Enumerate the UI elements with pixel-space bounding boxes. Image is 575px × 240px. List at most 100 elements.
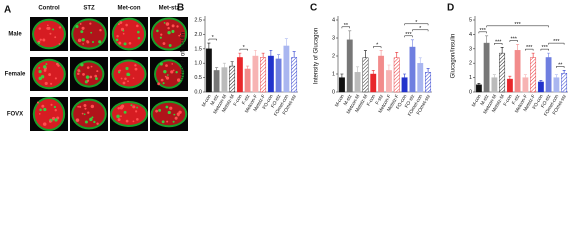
islet-beta xyxy=(75,62,103,86)
bar xyxy=(393,57,400,93)
cell-dot xyxy=(166,120,169,123)
cell-dot xyxy=(132,77,135,79)
significance-bracket xyxy=(412,29,429,32)
significance-bracket xyxy=(556,66,565,68)
y-tick-label: 0.0 xyxy=(194,89,202,95)
cell-dot xyxy=(125,119,129,123)
cell-dot xyxy=(38,113,41,115)
x-tick-label: F-con xyxy=(502,93,513,107)
error-bar xyxy=(410,39,414,47)
cell-dot xyxy=(134,67,138,71)
error-bar xyxy=(207,42,211,49)
cell-dot xyxy=(125,66,129,71)
cell-dot xyxy=(128,41,132,45)
cell-dot xyxy=(43,69,47,72)
significance-bracket xyxy=(373,46,382,49)
cell-dot xyxy=(132,120,135,123)
x-tick-label: M-con xyxy=(334,93,346,108)
error-bar xyxy=(253,49,257,56)
cell-dot xyxy=(155,109,158,113)
bar xyxy=(537,81,544,93)
bar xyxy=(530,57,537,93)
cell-dot xyxy=(90,104,95,109)
bar xyxy=(244,68,251,93)
error-bar xyxy=(215,67,219,71)
islet-beta xyxy=(34,20,64,48)
cell-dot xyxy=(134,64,137,67)
significance-label: * xyxy=(419,26,422,32)
cell-dot xyxy=(115,38,119,42)
error-bar xyxy=(562,70,566,74)
cell-dot xyxy=(174,116,178,120)
cell-dot xyxy=(167,26,170,30)
cell-dot xyxy=(86,40,90,44)
bar xyxy=(229,65,236,93)
cell-dot xyxy=(119,69,122,72)
cell-dot xyxy=(162,82,165,85)
cell-dot xyxy=(85,75,90,79)
cell-dot xyxy=(157,82,161,86)
bar xyxy=(354,71,361,93)
cell-dot xyxy=(116,114,120,119)
cell-dot xyxy=(83,113,86,116)
cell-dot xyxy=(162,42,166,45)
cell-dot xyxy=(55,62,59,66)
error-bar xyxy=(230,61,234,67)
y-tick-label: 1.0 xyxy=(194,61,202,67)
x-tick-label: F-stz xyxy=(241,93,252,106)
cell-dot xyxy=(89,75,93,79)
bar xyxy=(283,45,290,93)
cell-dot xyxy=(83,104,87,108)
cell-dot xyxy=(75,118,80,122)
error-bar xyxy=(246,65,250,69)
y-axis-label: Intensity of Glucagon xyxy=(314,28,320,84)
cell-dot xyxy=(136,106,139,109)
cell-dot xyxy=(122,32,125,35)
significance-label: *** xyxy=(542,45,549,51)
bar xyxy=(221,67,228,93)
significance-bracket xyxy=(548,42,565,45)
cell-dot xyxy=(46,27,50,30)
error-bar xyxy=(379,50,383,56)
cell-dot xyxy=(77,69,81,72)
cell-dot xyxy=(91,116,94,119)
x-tick-label: M-stz xyxy=(209,93,220,107)
y-tick-label: 2 xyxy=(332,53,335,59)
x-tick-label: F-stz xyxy=(374,93,385,106)
cell-dot xyxy=(86,79,90,82)
cell-dot xyxy=(160,78,164,82)
bar xyxy=(425,71,432,93)
cell-dot xyxy=(54,118,58,122)
cell-dot xyxy=(123,42,127,46)
error-bar xyxy=(238,52,242,58)
y-tick-label: 3 xyxy=(332,35,335,41)
significance-bracket xyxy=(239,48,248,51)
error-bar xyxy=(356,66,360,73)
error-bar xyxy=(477,83,481,85)
significance-bracket xyxy=(525,48,534,51)
cell-dot xyxy=(170,70,174,74)
cell-dot xyxy=(117,23,120,26)
error-bar xyxy=(508,75,512,80)
y-tick-label: 1.5 xyxy=(194,46,202,52)
cell-dot xyxy=(80,30,84,34)
cell-dot xyxy=(37,41,40,45)
bar xyxy=(483,42,490,93)
significance-label: * xyxy=(376,43,379,49)
significance-bracket xyxy=(208,38,217,41)
error-bar xyxy=(531,52,535,58)
error-bar xyxy=(516,44,520,51)
cell-dot xyxy=(80,63,84,67)
column-header: Control xyxy=(38,6,60,12)
error-bar xyxy=(387,64,391,71)
error-bar xyxy=(485,35,489,44)
y-tick-label: 3 xyxy=(469,46,472,52)
cell-dot xyxy=(172,69,175,72)
bar xyxy=(275,58,282,93)
cell-dot xyxy=(175,71,178,74)
y-tick-label: 0 xyxy=(469,89,472,95)
cell-dot xyxy=(165,76,170,80)
cell-dot xyxy=(118,41,122,45)
islet-beta xyxy=(73,100,105,128)
x-tick-label: M-con xyxy=(471,93,483,108)
